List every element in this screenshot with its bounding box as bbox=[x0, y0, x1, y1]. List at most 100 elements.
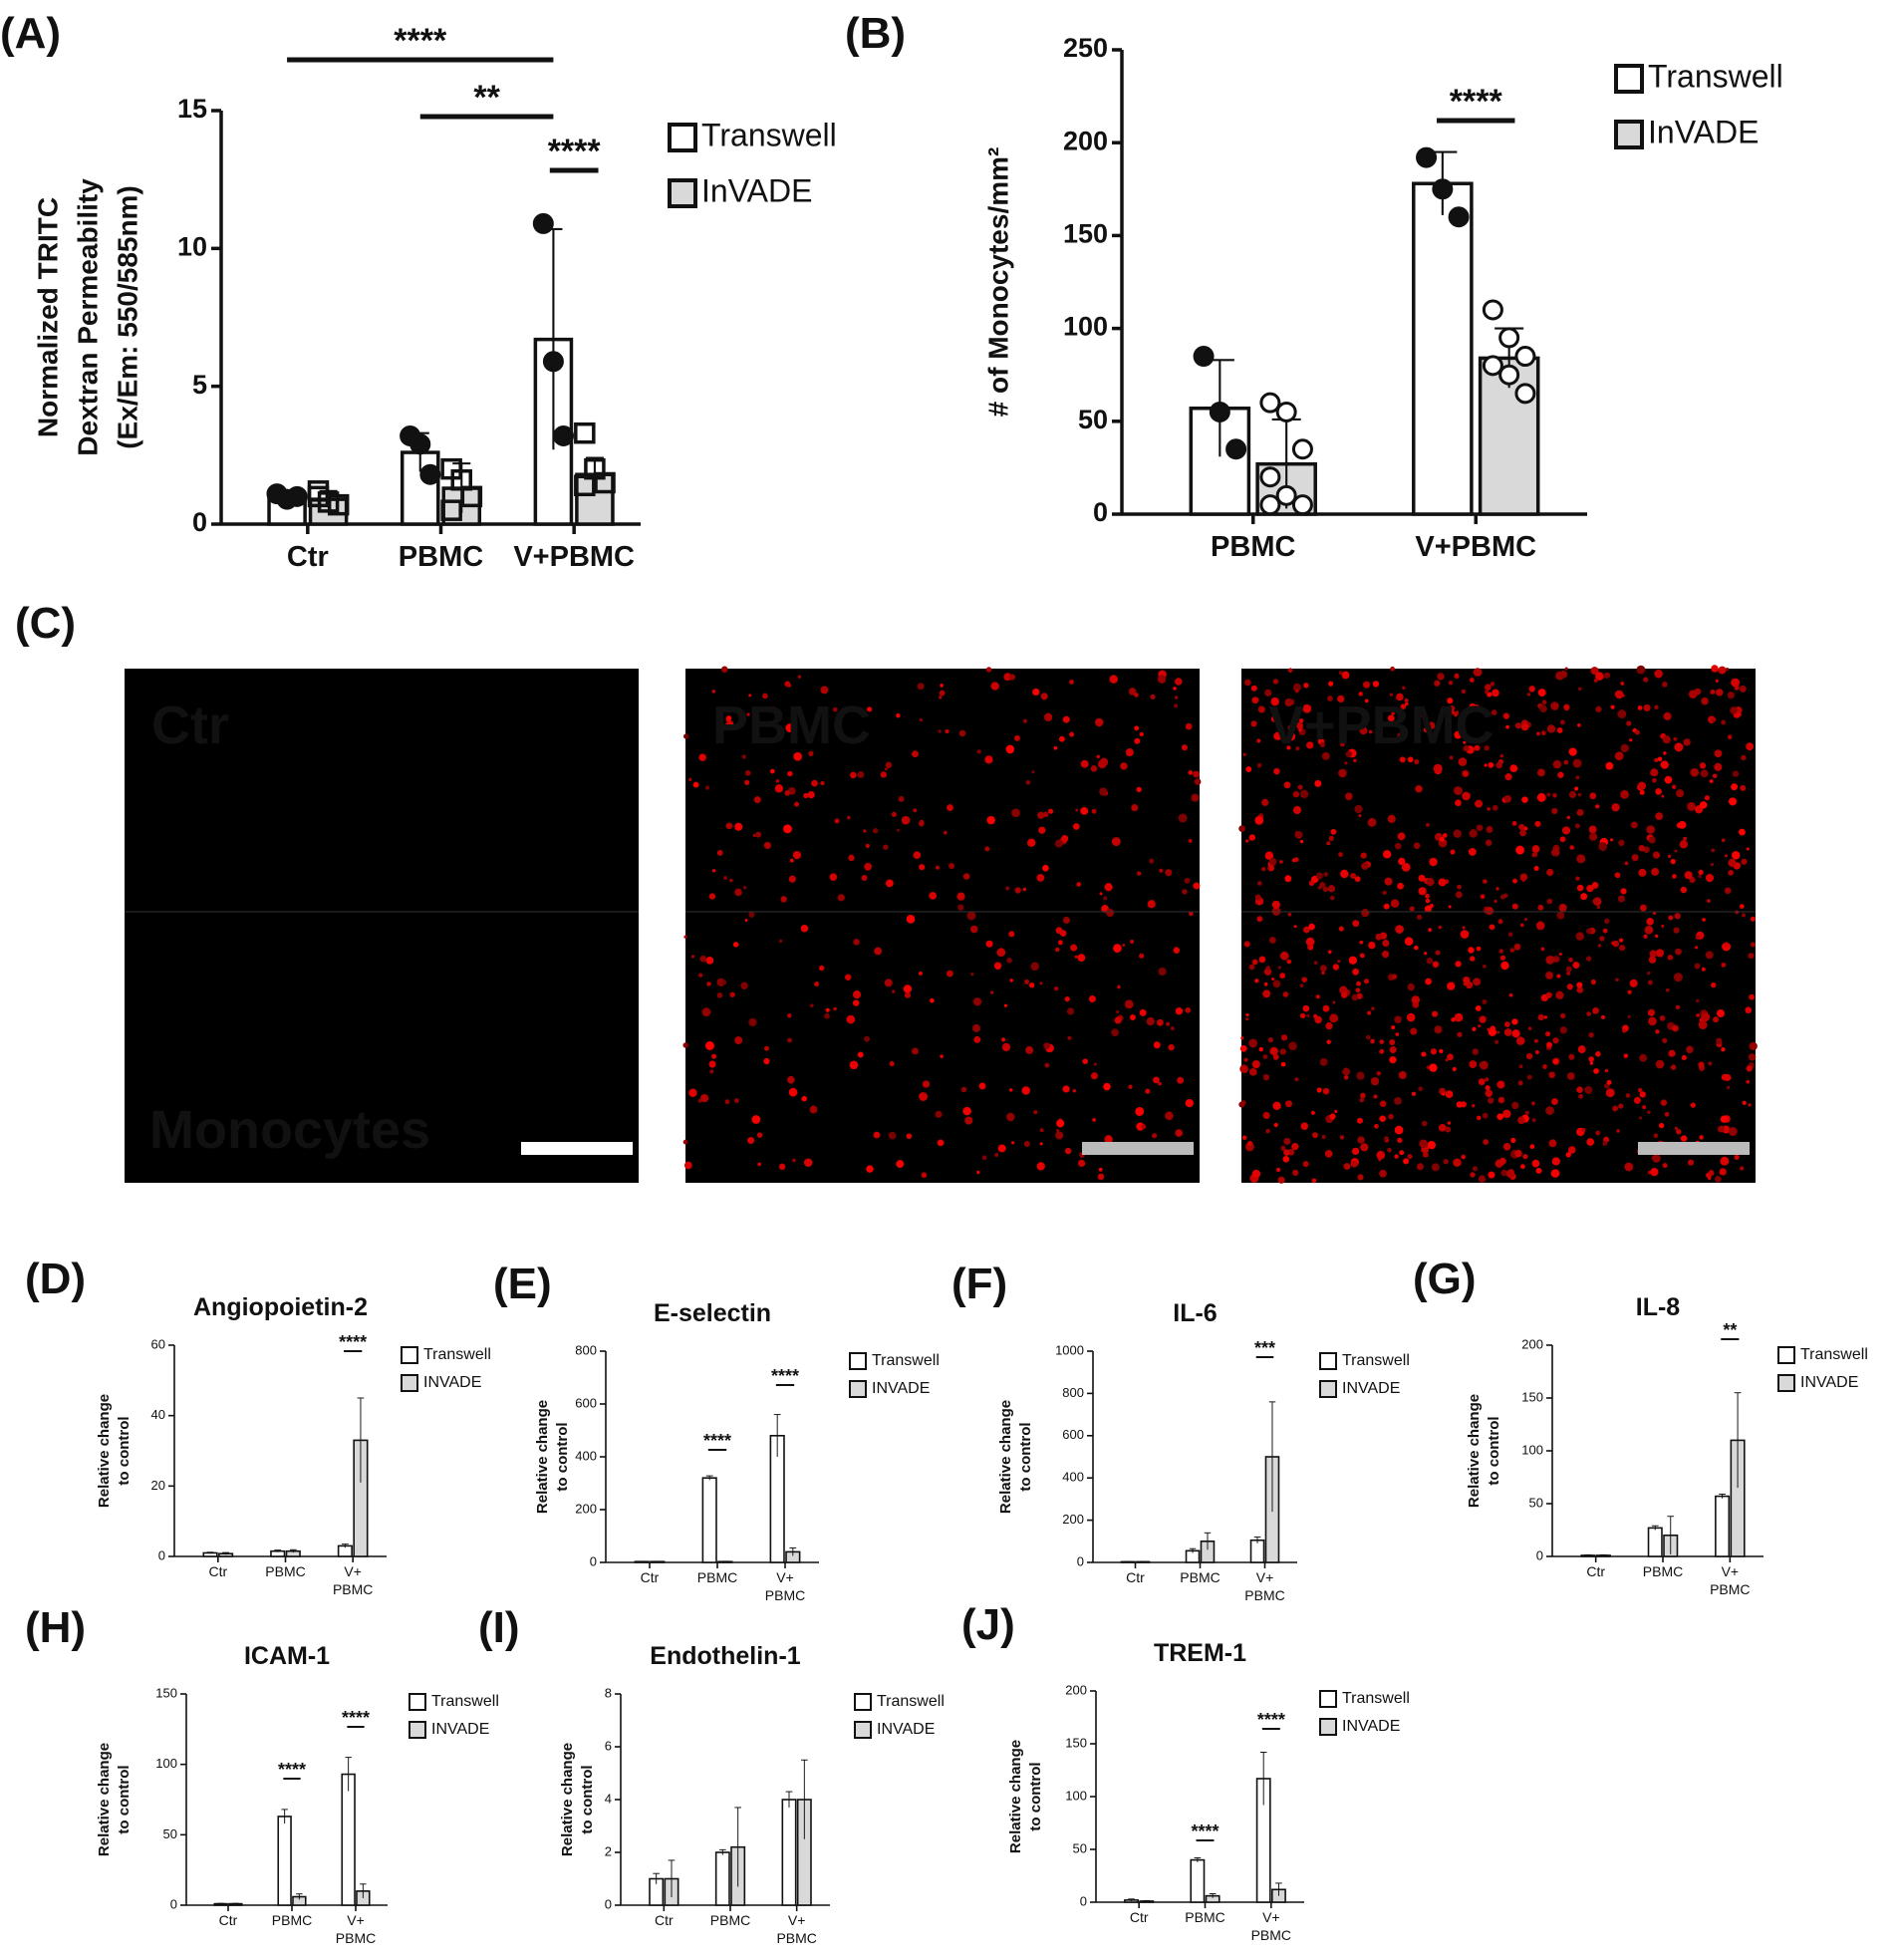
cell bbox=[1055, 947, 1060, 953]
cell bbox=[1390, 666, 1395, 672]
cell bbox=[1631, 854, 1639, 862]
cell bbox=[1111, 837, 1121, 847]
cell bbox=[1653, 1133, 1659, 1139]
cell bbox=[1449, 755, 1454, 760]
cell bbox=[1731, 851, 1741, 860]
cell bbox=[724, 1099, 730, 1105]
cell bbox=[1382, 850, 1392, 859]
cell bbox=[1728, 869, 1734, 876]
cell bbox=[1245, 1012, 1249, 1017]
x-tick-label-line: V+ bbox=[1256, 1569, 1274, 1585]
cell bbox=[1578, 687, 1582, 692]
y-tick-label: 15 bbox=[177, 94, 207, 124]
cell bbox=[1683, 738, 1691, 746]
cell bbox=[1400, 703, 1407, 709]
cell bbox=[1617, 709, 1627, 719]
cell bbox=[1262, 989, 1271, 998]
cell bbox=[1728, 797, 1738, 806]
cell bbox=[1334, 1109, 1338, 1114]
cell bbox=[1328, 835, 1334, 842]
cell bbox=[1134, 737, 1141, 744]
cell bbox=[957, 904, 964, 911]
cell bbox=[1387, 814, 1396, 823]
cell bbox=[1272, 980, 1281, 988]
y-tick-label: 0 bbox=[170, 1896, 177, 1911]
cell bbox=[1282, 1155, 1290, 1163]
cell bbox=[1411, 1091, 1416, 1096]
cell bbox=[787, 770, 793, 777]
micrograph: V+PBMC bbox=[1238, 665, 1758, 1184]
y-axis-label: Relative change bbox=[534, 1400, 551, 1514]
cell bbox=[1055, 927, 1063, 935]
cell bbox=[1402, 686, 1406, 691]
cell bbox=[1513, 943, 1521, 951]
cell bbox=[1032, 688, 1040, 697]
cell bbox=[1504, 773, 1512, 781]
cell bbox=[1269, 1046, 1278, 1056]
cell bbox=[1398, 857, 1406, 866]
cell bbox=[1414, 945, 1419, 951]
cell bbox=[1025, 779, 1031, 785]
x-tick-label: PBMC bbox=[1643, 1563, 1683, 1579]
cell bbox=[1040, 693, 1048, 700]
cell bbox=[1352, 968, 1359, 976]
cell bbox=[711, 690, 716, 694]
data-point bbox=[1291, 438, 1313, 460]
cell bbox=[1175, 678, 1183, 686]
cell bbox=[788, 1087, 798, 1097]
cell bbox=[755, 831, 761, 838]
cell bbox=[1191, 793, 1200, 802]
cell bbox=[1368, 941, 1376, 950]
cell bbox=[1376, 1150, 1386, 1160]
cell bbox=[1577, 722, 1581, 727]
cell bbox=[1036, 873, 1045, 882]
cell bbox=[1652, 851, 1661, 859]
cell bbox=[1156, 1018, 1164, 1026]
cell bbox=[1463, 770, 1469, 777]
cell bbox=[1033, 1110, 1038, 1115]
cell bbox=[1246, 1140, 1253, 1147]
cell bbox=[690, 955, 694, 959]
cell bbox=[1675, 1004, 1681, 1010]
cell bbox=[1462, 791, 1471, 801]
cell bbox=[1177, 1076, 1185, 1084]
cell bbox=[1145, 1088, 1151, 1094]
cell bbox=[1301, 977, 1308, 982]
y-axis-label: Relative change bbox=[559, 1743, 576, 1856]
cell bbox=[1173, 686, 1177, 691]
cell bbox=[1272, 1053, 1279, 1060]
legend-label: INVADE bbox=[1800, 1374, 1858, 1391]
cell bbox=[1251, 959, 1258, 966]
cell bbox=[1285, 1100, 1292, 1108]
cell bbox=[984, 846, 990, 852]
cell bbox=[1498, 949, 1504, 954]
cell bbox=[1633, 1096, 1641, 1104]
bar bbox=[1190, 1858, 1206, 1903]
cell bbox=[1542, 1064, 1547, 1069]
cell bbox=[1556, 727, 1563, 733]
cell bbox=[1338, 852, 1343, 857]
cell bbox=[1637, 704, 1643, 710]
cell bbox=[1248, 1038, 1258, 1048]
cell bbox=[1387, 1147, 1392, 1153]
cell bbox=[1340, 869, 1349, 879]
cell bbox=[1595, 672, 1604, 681]
cell bbox=[764, 1045, 769, 1051]
cell bbox=[1375, 933, 1383, 941]
cell bbox=[896, 828, 900, 832]
legend-swatch bbox=[849, 1380, 867, 1398]
cell bbox=[705, 957, 714, 965]
cell bbox=[1545, 956, 1555, 965]
cell bbox=[1404, 701, 1409, 706]
cell bbox=[1359, 953, 1365, 959]
legend-label: Transwell bbox=[1648, 58, 1783, 94]
cell bbox=[1515, 845, 1524, 855]
cell bbox=[1749, 1041, 1758, 1051]
cell bbox=[1734, 1154, 1740, 1160]
cell bbox=[1627, 989, 1632, 994]
cell bbox=[1399, 1150, 1405, 1156]
cell bbox=[969, 925, 978, 934]
cell bbox=[1675, 948, 1682, 956]
cell bbox=[1275, 1167, 1281, 1173]
cell bbox=[1614, 690, 1624, 700]
